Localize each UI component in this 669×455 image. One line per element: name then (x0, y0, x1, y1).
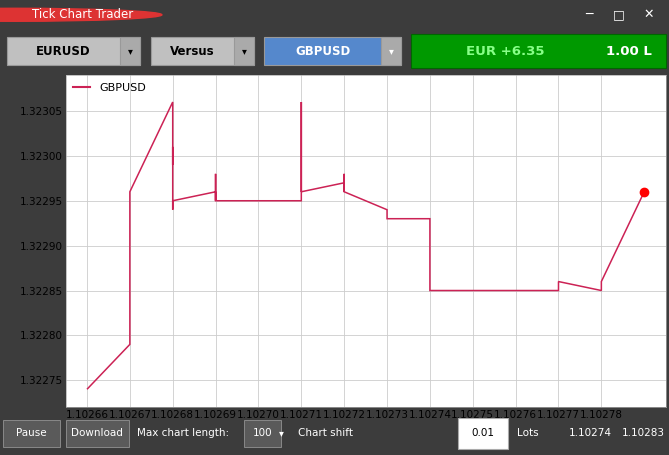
FancyBboxPatch shape (264, 37, 401, 65)
Text: 1.10274: 1.10274 (569, 429, 611, 438)
FancyBboxPatch shape (244, 420, 281, 447)
Text: EUR +6.35: EUR +6.35 (466, 45, 545, 58)
Text: Tick Chart Trader: Tick Chart Trader (32, 8, 133, 21)
FancyBboxPatch shape (381, 37, 401, 65)
Text: □: □ (613, 8, 625, 21)
Text: 1.10283: 1.10283 (622, 429, 665, 438)
Text: ▾: ▾ (389, 46, 394, 56)
Text: Chart shift: Chart shift (298, 429, 353, 438)
Text: ▾: ▾ (128, 46, 133, 56)
FancyBboxPatch shape (7, 37, 140, 65)
Text: Lots: Lots (517, 429, 539, 438)
FancyBboxPatch shape (151, 37, 254, 65)
Text: 100: 100 (253, 429, 272, 438)
Text: ▾: ▾ (279, 429, 284, 438)
Legend: GBPUSD: GBPUSD (69, 78, 150, 97)
FancyBboxPatch shape (3, 420, 60, 447)
Text: 1.00 L: 1.00 L (606, 45, 652, 58)
Text: Pause: Pause (17, 429, 47, 438)
Circle shape (0, 8, 162, 21)
FancyBboxPatch shape (66, 420, 129, 447)
Text: Download: Download (72, 429, 123, 438)
FancyBboxPatch shape (411, 34, 666, 68)
Text: Versus: Versus (170, 45, 215, 58)
Text: EURUSD: EURUSD (36, 45, 91, 58)
Text: ─: ─ (585, 8, 593, 21)
FancyBboxPatch shape (234, 37, 254, 65)
Text: ✕: ✕ (644, 8, 654, 21)
Text: ▾: ▾ (242, 46, 247, 56)
FancyBboxPatch shape (458, 418, 508, 449)
Text: GBPUSD: GBPUSD (295, 45, 351, 58)
FancyBboxPatch shape (120, 37, 140, 65)
Text: 0.01: 0.01 (472, 429, 495, 438)
Text: Max chart length:: Max chart length: (137, 429, 229, 438)
